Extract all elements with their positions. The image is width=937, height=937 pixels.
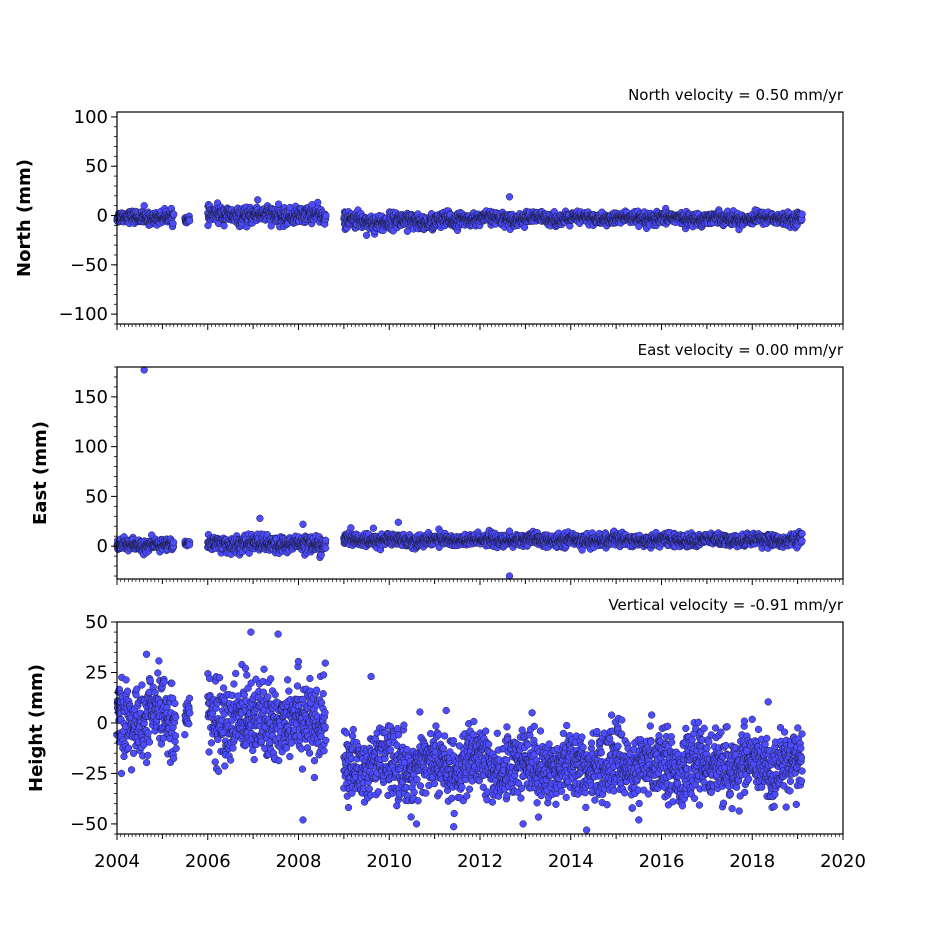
north-data-point	[308, 201, 316, 209]
east-data-point	[321, 544, 330, 552]
north-data-point	[403, 227, 412, 235]
east-ylabel: East (mm)	[30, 421, 51, 525]
north-markers	[113, 193, 806, 239]
north-velocity-label: North velocity = 0.50 mm/yr	[628, 86, 844, 104]
east-data-point	[169, 538, 178, 546]
north-data-point	[254, 196, 262, 204]
north-data-point	[505, 193, 514, 201]
east-velocity-label: East velocity = 0.00 mm/yr	[638, 341, 844, 359]
north-data-point	[220, 222, 228, 230]
north-ylabel: North (mm)	[14, 159, 35, 277]
north-data-point	[185, 217, 194, 225]
north-data-point	[274, 200, 283, 208]
east-data-point	[321, 536, 330, 544]
north-panel: North velocity = 0.50 mm/yr North (mm) 1…	[14, 86, 844, 330]
north-ytick-label: 50	[85, 156, 108, 177]
east-data-point	[347, 524, 355, 532]
north-ytick-label: 0	[97, 206, 108, 227]
north-data-point	[362, 231, 371, 239]
north-data-point	[635, 222, 643, 231]
north-data-point	[170, 210, 178, 218]
north-data-point	[140, 202, 148, 210]
north-ytick-label: −100	[59, 304, 108, 325]
north-data-point	[322, 212, 330, 220]
east-data-point	[185, 541, 194, 549]
north-ytick-label: 100	[74, 107, 108, 128]
north-data-point	[169, 219, 177, 228]
north-ytick-label: −50	[70, 255, 108, 276]
north-data-point	[798, 210, 806, 218]
